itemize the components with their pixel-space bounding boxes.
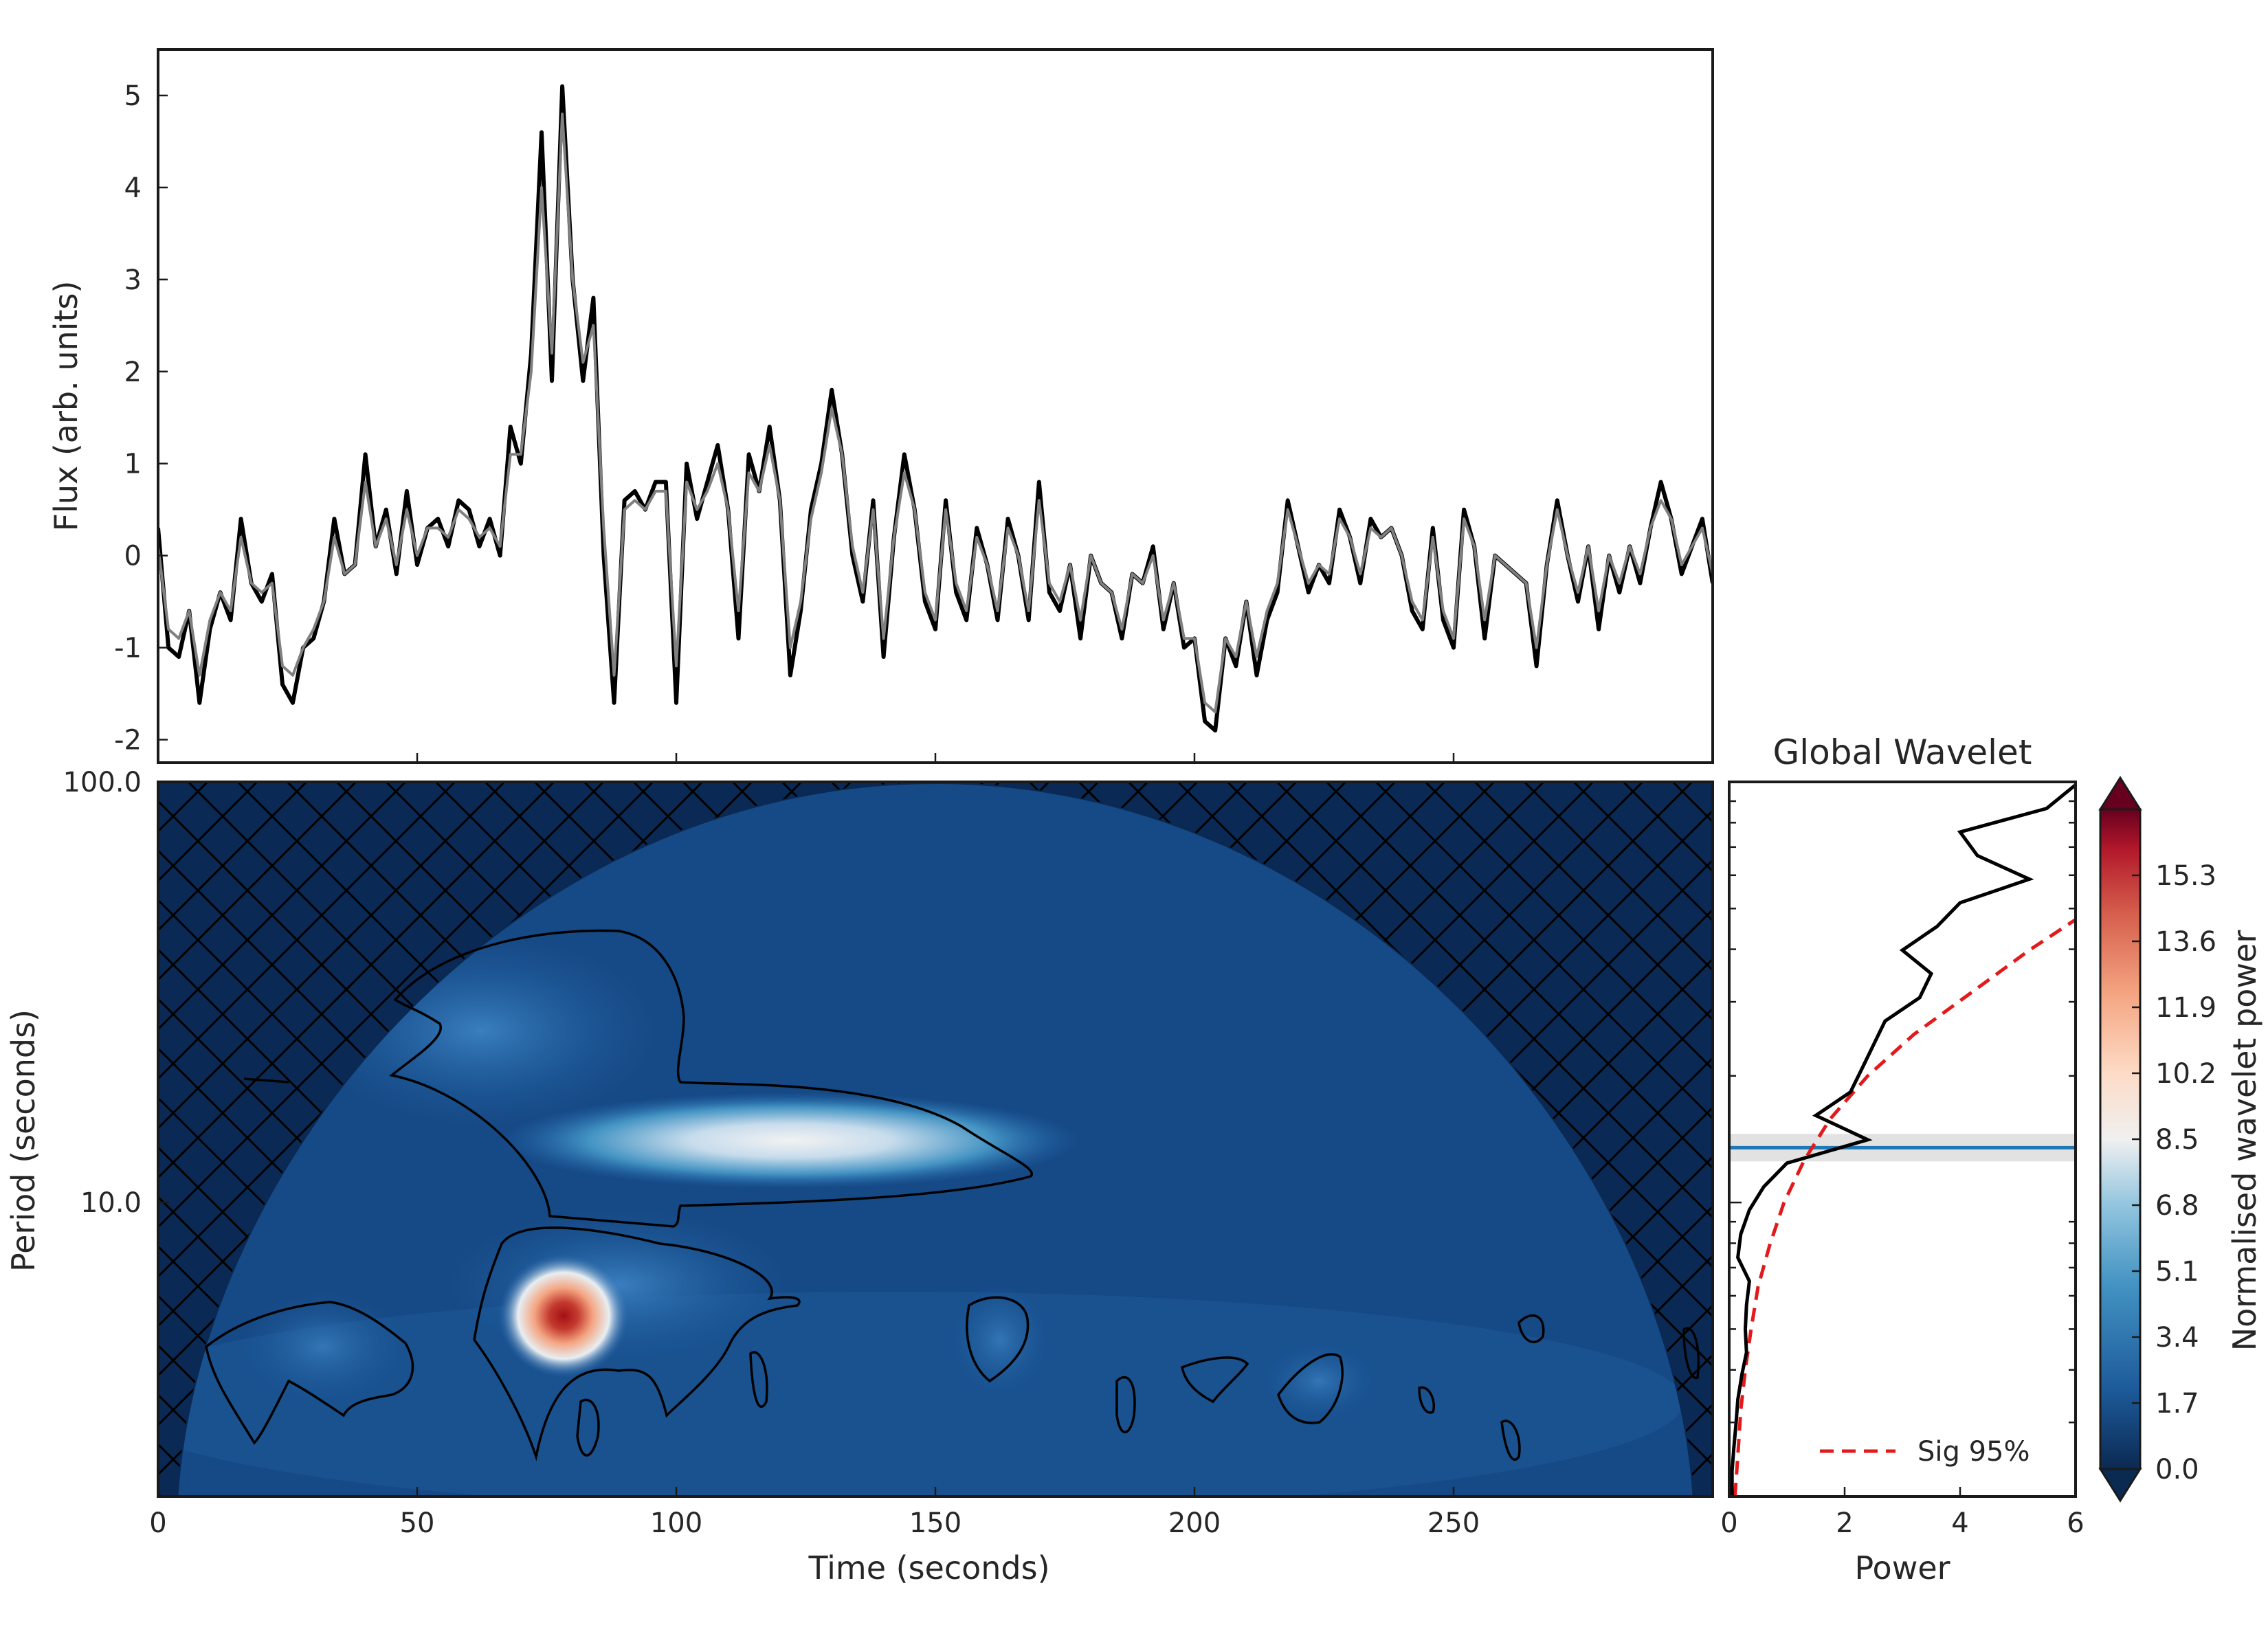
wavelet-x-tick-label: 100 <box>650 1507 702 1539</box>
legend-sig95-label: Sig 95% <box>1917 1436 2030 1468</box>
global-wavelet-frame <box>1728 781 2077 1498</box>
colorbar-top-extend <box>2098 776 2142 811</box>
lightcurve-y-tick-label: 2 <box>124 357 142 388</box>
colorbar: 0.0 1.7 3.4 5.1 6.8 8.5 10.2 11.9 13.6 15.3 Norma… <box>2098 776 2263 1503</box>
wavelet-y-tick-label: 10.0 <box>80 1187 142 1219</box>
wavelet-frame <box>157 781 1714 1498</box>
colorbar-tick-label: 1.7 <box>2155 1388 2199 1420</box>
wavelet-x-tick-label: 150 <box>909 1507 961 1539</box>
lightcurve-series-1 <box>158 84 1713 733</box>
lightcurve-y-tick-label: 0 <box>124 541 142 572</box>
global-wavelet-panel: 0 2 4 6 Global Wavelet Power Sig 95% <box>1720 732 2084 1586</box>
wavelet-panel: 10.0 100.0 0 50 100 150 200 250 Time (seconds)… <box>5 767 1714 1586</box>
lightcurve-y-tick-label: 4 <box>124 172 142 204</box>
global-wavelet-significance-line <box>1733 917 2076 1496</box>
colorbar-tick-label: 15.3 <box>2155 860 2216 892</box>
lightcurve-panel: -2 -1 0 1 2 3 4 5 Flux (arb. units) <box>47 48 1714 764</box>
global-wavelet-x-tick-label: 2 <box>1836 1507 1853 1539</box>
global-wavelet-power-line <box>1730 783 2076 1496</box>
lightcurve-frame <box>157 48 1714 764</box>
global-wavelet-legend: Sig 95% <box>1820 1436 2030 1468</box>
wavelet-y-ticks: 10.0 100.0 <box>63 767 169 1219</box>
lightcurve-plot-area <box>158 49 1713 763</box>
lightcurve-y-tick-label: -1 <box>114 633 142 664</box>
significance-contours <box>205 929 1700 1461</box>
global-wavelet-x-tick-label: 4 <box>1951 1507 1968 1539</box>
colorbar-tick-label: 3.4 <box>2155 1322 2199 1354</box>
wavelet-x-tick-label: 250 <box>1427 1507 1480 1539</box>
colorbar-ticks: 0.0 1.7 3.4 5.1 6.8 8.5 10.2 11.9 13.6 15.3 <box>2132 860 2216 1485</box>
global-wavelet-x-tick-label: 6 <box>2067 1507 2084 1539</box>
lightcurve-x-ticks <box>416 753 1455 763</box>
lightcurve-y-tick-label: -2 <box>114 725 142 756</box>
lightcurve-y-tick-label: 3 <box>124 265 142 296</box>
lightcurve-y-axis-label: Flux (arb. units) <box>47 281 85 532</box>
colorbar-tick-label: 5.1 <box>2155 1256 2199 1288</box>
colorbar-tick-label: 8.5 <box>2155 1124 2199 1156</box>
lightcurve-series <box>158 84 1713 733</box>
wavelet-x-axis-label: Time (seconds) <box>808 1549 1049 1586</box>
global-wavelet-title: Global Wavelet <box>1773 732 2032 772</box>
colorbar-tick-label: 11.9 <box>2155 992 2216 1024</box>
wavelet-y-tick-label: 100.0 <box>63 767 142 798</box>
lightcurve-series-2 <box>158 112 1713 714</box>
colorbar-tick-label: 10.2 <box>2155 1058 2216 1090</box>
colorbar-bottom-extend <box>2098 1468 2142 1503</box>
colorbar-label: Normalised wavelet power <box>2226 930 2263 1351</box>
lightcurve-y-tick-label: 1 <box>124 449 142 480</box>
wavelet-y-axis-label: Period (seconds) <box>5 1009 42 1272</box>
colorbar-tick-label: 6.8 <box>2155 1190 2199 1222</box>
wavelet-x-ticks: 0 50 100 150 200 250 <box>149 1487 1480 1539</box>
wavelet-x-tick-label: 200 <box>1168 1507 1221 1539</box>
wavelet-x-tick-label: 50 <box>400 1507 435 1539</box>
colorbar-tick-label: 0.0 <box>2155 1454 2199 1485</box>
global-wavelet-x-axis-label: Power <box>1854 1549 1950 1586</box>
lightcurve-y-ticks: -2 -1 0 1 2 3 4 5 <box>114 80 168 756</box>
wavelet-x-tick-label: 0 <box>149 1507 166 1539</box>
lightcurve-y-tick-label: 5 <box>124 80 142 112</box>
colorbar-tick-label: 13.6 <box>2155 926 2216 958</box>
global-wavelet-x-tick-label: 0 <box>1720 1507 1737 1539</box>
